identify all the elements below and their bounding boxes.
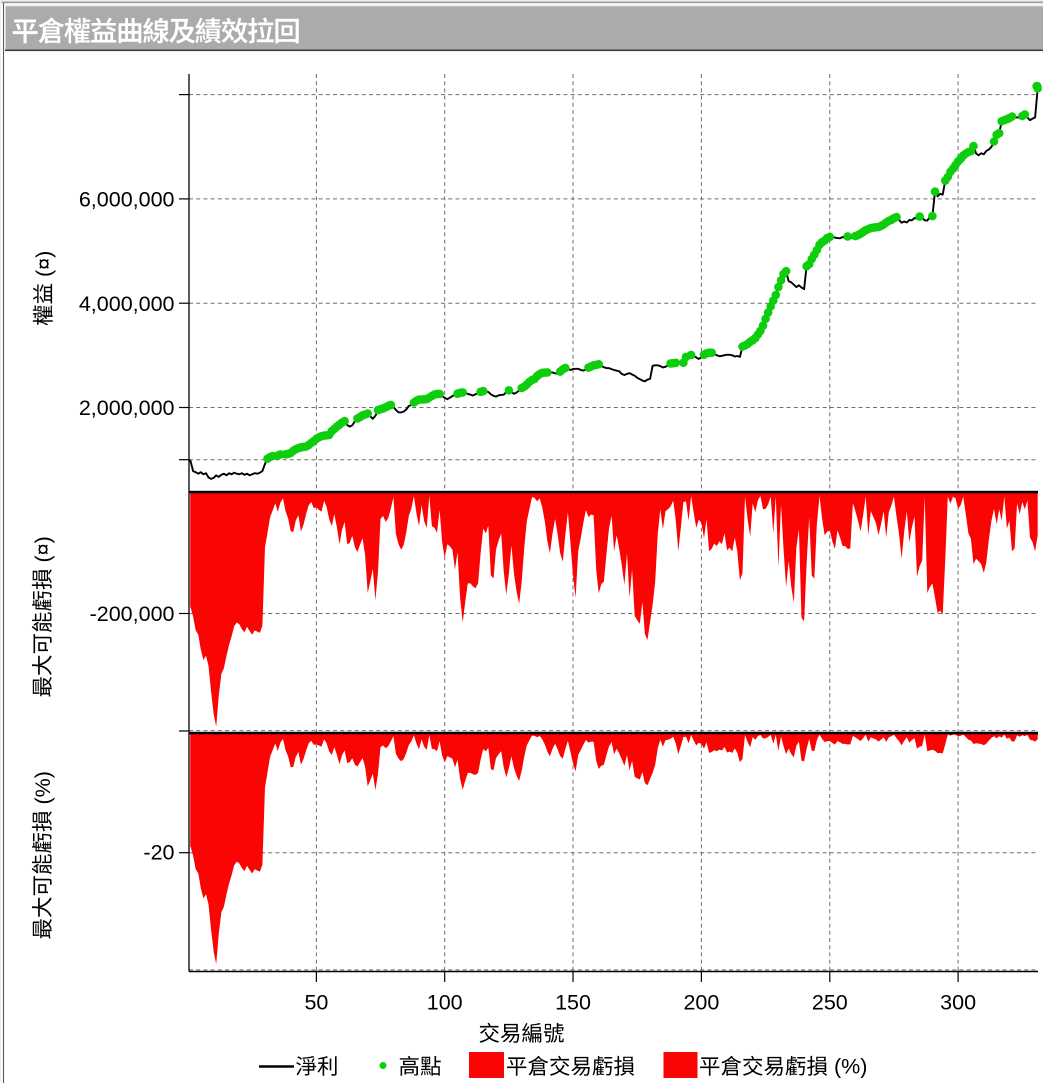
svg-text:250: 250	[812, 991, 848, 1015]
svg-text:(¤): (¤)	[31, 536, 55, 562]
svg-text:(%): (%)	[31, 771, 55, 804]
svg-text:100: 100	[427, 991, 463, 1015]
svg-text:2,000,000: 2,000,000	[79, 396, 175, 420]
svg-text:(%): (%)	[834, 1055, 867, 1079]
svg-text:50: 50	[304, 991, 328, 1015]
svg-text:4,000,000: 4,000,000	[79, 292, 175, 316]
svg-text:150: 150	[555, 991, 591, 1015]
svg-text:(¤): (¤)	[32, 251, 56, 277]
svg-text:6,000,000: 6,000,000	[79, 188, 175, 212]
svg-text:300: 300	[940, 991, 976, 1015]
svg-text:-20: -20	[143, 840, 174, 864]
svg-text:200: 200	[683, 991, 719, 1015]
svg-text:-200,000: -200,000	[90, 602, 175, 626]
